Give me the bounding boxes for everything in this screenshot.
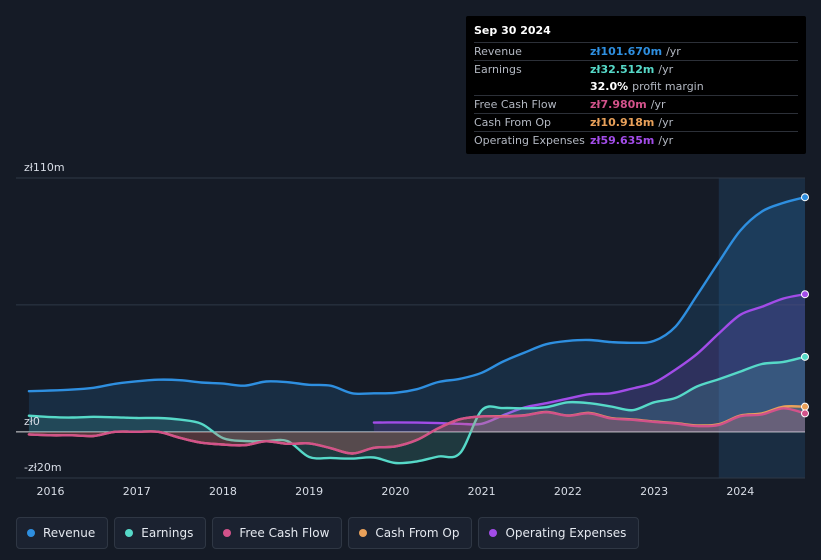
legend-dot-icon bbox=[27, 529, 35, 537]
tooltip-row-free-cash-flow: Free Cash Flow zł7.980m /yr bbox=[474, 95, 798, 113]
x-tick-label: 2018 bbox=[209, 485, 237, 498]
tooltip-unit: /yr bbox=[658, 134, 674, 147]
endpoint-revenue bbox=[801, 193, 809, 202]
legend-label: Free Cash Flow bbox=[239, 526, 330, 540]
legend-item-revenue[interactable]: Revenue bbox=[16, 517, 109, 549]
x-tick-label: 2021 bbox=[468, 485, 496, 498]
highlight-region bbox=[718, 178, 805, 478]
tooltip-label: Operating Expenses bbox=[474, 134, 585, 147]
legend-item-cash-from-op[interactable]: Cash From Op bbox=[348, 517, 473, 549]
area-revenue bbox=[28, 197, 805, 432]
legend-item-free-cash-flow[interactable]: Free Cash Flow bbox=[212, 517, 343, 549]
y-tick-label: -zł20m bbox=[24, 461, 62, 474]
endpoint-earnings bbox=[801, 352, 809, 361]
legend-label: Earnings bbox=[141, 526, 194, 540]
legend-dot-icon bbox=[223, 529, 232, 537]
tooltip-row-profit-margin: 32.0% profit margin bbox=[474, 78, 798, 95]
x-tick-label: 2016 bbox=[36, 485, 64, 498]
line-revenue bbox=[27, 196, 807, 396]
x-tick-label: 2024 bbox=[726, 485, 754, 498]
tooltip-unit: /yr bbox=[658, 116, 674, 129]
tooltip-row-earnings: Earnings zł32.512m /yr bbox=[474, 60, 798, 78]
tooltip-label: Earnings bbox=[474, 63, 522, 76]
tooltip-row-cash-from-op: Cash From Op zł10.918m /yr bbox=[474, 113, 798, 131]
legend-dot-icon bbox=[125, 529, 134, 537]
legend-dot-icon bbox=[359, 529, 368, 537]
tooltip-label: Cash From Op bbox=[474, 116, 552, 129]
tooltip-date: Sep 30 2024 bbox=[474, 24, 551, 37]
legend-item-operating-expenses[interactable]: Operating Expenses bbox=[478, 517, 640, 549]
chart-legend: Revenue Earnings Free Cash Flow Cash Fro… bbox=[16, 517, 640, 549]
legend-dot-icon bbox=[489, 529, 498, 537]
line-earnings bbox=[27, 355, 807, 465]
x-tick-label: 2019 bbox=[295, 485, 323, 498]
legend-label: Operating Expenses bbox=[505, 526, 627, 540]
tooltip-label: Free Cash Flow bbox=[474, 98, 557, 111]
tooltip-panel: Sep 30 2024 Revenue zł101.670m /yr Earni… bbox=[466, 16, 806, 154]
tooltip-value: zł7.980m bbox=[590, 98, 647, 111]
tooltip-unit: /yr bbox=[666, 45, 681, 58]
x-tick-label: 2023 bbox=[640, 485, 668, 498]
tooltip-value: 32.0% bbox=[590, 80, 629, 93]
x-tick-label: 2022 bbox=[554, 485, 582, 498]
endpoint-cash-from-op bbox=[801, 402, 809, 411]
tooltip-unit: /yr bbox=[650, 98, 666, 111]
legend-label: Revenue bbox=[43, 526, 96, 540]
tooltip-unit: profit margin bbox=[632, 80, 704, 93]
y-tick-label: zł0 bbox=[24, 415, 40, 428]
x-tick-label: 2020 bbox=[381, 485, 409, 498]
y-tick-label: zł110m bbox=[24, 161, 65, 174]
tooltip-unit: /yr bbox=[658, 63, 674, 76]
tooltip-value: zł101.670m bbox=[590, 45, 663, 58]
legend-item-earnings[interactable]: Earnings bbox=[114, 517, 207, 549]
financial-chart: zł110m zł0 -zł20m 2016 2017 2018 2019 2020 2021 2… bbox=[16, 161, 809, 498]
line-operating-expenses bbox=[372, 293, 807, 426]
tooltip-value: zł32.512m bbox=[590, 63, 655, 76]
area-earnings bbox=[28, 356, 805, 464]
line-free-cash-flow bbox=[27, 407, 807, 455]
tooltip-value: zł10.918m bbox=[590, 116, 655, 129]
endpoint-free-cash-flow bbox=[801, 409, 809, 418]
x-tick-label: 2017 bbox=[123, 485, 151, 498]
legend-label: Cash From Op bbox=[375, 526, 460, 540]
tooltip-label: Revenue bbox=[474, 45, 522, 58]
tooltip-value: zł59.635m bbox=[590, 134, 655, 147]
endpoint-operating-expenses bbox=[801, 290, 809, 299]
area-operating-expenses bbox=[373, 294, 805, 432]
tooltip-row-operating-expenses: Operating Expenses zł59.635m /yr bbox=[474, 131, 798, 149]
tooltip-row-revenue: Revenue zł101.670m /yr bbox=[474, 42, 798, 60]
